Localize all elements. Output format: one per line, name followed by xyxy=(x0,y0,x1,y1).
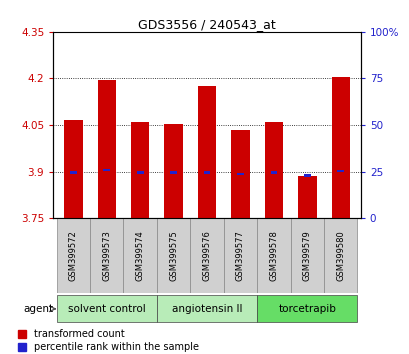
Bar xyxy=(297,176,316,218)
Text: angiotensin II: angiotensin II xyxy=(171,304,242,314)
Bar xyxy=(331,77,349,218)
Text: GSM399575: GSM399575 xyxy=(169,230,178,281)
Text: GSM399574: GSM399574 xyxy=(135,230,144,281)
Bar xyxy=(90,218,123,293)
Bar xyxy=(256,295,357,322)
Bar xyxy=(157,295,256,322)
Text: GSM399580: GSM399580 xyxy=(335,230,344,281)
Bar xyxy=(323,218,357,293)
Text: GSM399578: GSM399578 xyxy=(269,230,278,281)
Bar xyxy=(64,120,82,218)
Bar xyxy=(303,174,310,177)
Bar xyxy=(203,171,210,173)
Text: GSM399576: GSM399576 xyxy=(202,230,211,281)
Bar xyxy=(270,171,276,173)
Bar xyxy=(290,218,323,293)
Bar xyxy=(223,218,256,293)
Bar xyxy=(170,171,177,174)
Bar xyxy=(70,171,76,173)
Bar xyxy=(131,122,149,218)
Bar xyxy=(164,124,182,218)
Bar xyxy=(231,130,249,218)
Text: GSM399577: GSM399577 xyxy=(236,230,244,281)
Bar xyxy=(256,218,290,293)
Text: agent: agent xyxy=(23,304,53,314)
Bar xyxy=(97,80,116,218)
Text: GSM399573: GSM399573 xyxy=(102,230,111,281)
Text: torcetrapib: torcetrapib xyxy=(278,304,335,314)
Bar xyxy=(337,170,343,172)
Bar xyxy=(137,171,143,173)
Bar xyxy=(56,295,157,322)
Title: GDS3556 / 240543_at: GDS3556 / 240543_at xyxy=(138,18,275,31)
Legend: transformed count, percentile rank within the sample: transformed count, percentile rank withi… xyxy=(18,329,198,352)
Bar xyxy=(236,173,243,176)
Text: solvent control: solvent control xyxy=(68,304,145,314)
Bar xyxy=(103,169,110,171)
Bar xyxy=(198,86,216,218)
Text: GSM399572: GSM399572 xyxy=(69,230,78,281)
Bar xyxy=(157,218,190,293)
Text: GSM399579: GSM399579 xyxy=(302,230,311,281)
Bar xyxy=(56,218,90,293)
Bar xyxy=(123,218,157,293)
Bar xyxy=(264,122,282,218)
Bar xyxy=(190,218,223,293)
